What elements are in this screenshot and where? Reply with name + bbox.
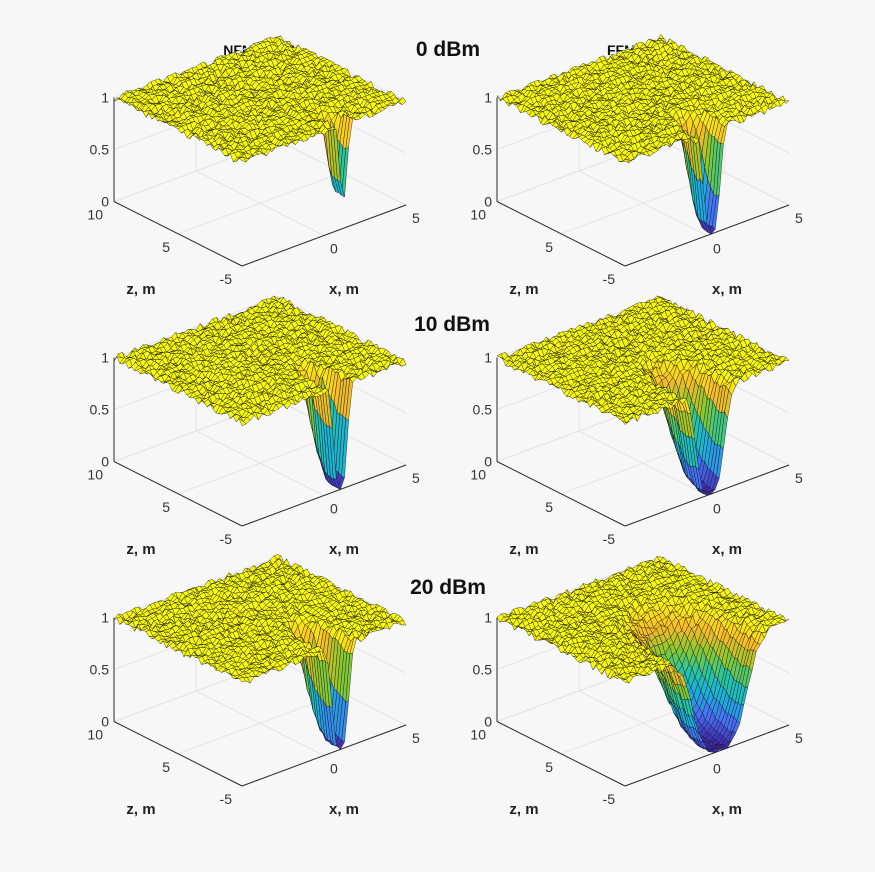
surface: [113, 295, 407, 490]
value-tick-label: 0: [484, 194, 492, 210]
x-tick-label: -5: [603, 791, 616, 807]
x-tick-label: 0: [713, 761, 721, 777]
surface: [113, 35, 407, 198]
z-tick-label: 10: [470, 467, 486, 483]
z-axis-label: z, m: [509, 801, 538, 818]
value-tick-label: 1: [101, 90, 109, 106]
x-tick-label: -5: [603, 271, 616, 287]
surface-panel-5: 0 0.5 1 5 10 -5 0 5 z, m x, m: [470, 556, 803, 818]
x-tick-label: 0: [330, 761, 338, 777]
x-tick-label: 0: [713, 241, 721, 257]
surface-panel-1: 0 0.5 1 5 10 -5 0 5 z, m x, m: [470, 34, 803, 298]
value-tick-label: 0.5: [473, 402, 493, 418]
value-tick-label: 0: [484, 454, 492, 470]
x-tick-label: 5: [795, 470, 803, 486]
floor-gridline: [177, 172, 343, 235]
x-tick-label: -5: [220, 531, 233, 547]
value-tick-label: 0: [101, 454, 109, 470]
value-tick-label: 0: [484, 714, 492, 730]
z-tick-label: 5: [545, 499, 553, 515]
row-title-1: 10 dBm: [414, 313, 490, 336]
x-axis-line: [624, 464, 790, 527]
surface: [496, 295, 790, 496]
x-axis-label: x, m: [329, 541, 359, 558]
x-tick-label: -5: [220, 271, 233, 287]
x-tick-label: -5: [603, 531, 616, 547]
value-tick-label: 1: [101, 350, 109, 366]
x-tick-label: 0: [330, 241, 338, 257]
x-axis-line: [241, 204, 407, 267]
x-tick-label: 0: [330, 501, 338, 517]
surface-panel-2: 0 0.5 1 5 10 -5 0 5 z, m x, m: [87, 295, 420, 558]
z-axis-line: [496, 461, 626, 527]
floor-gridline: [177, 432, 343, 495]
x-tick-label: -5: [220, 791, 233, 807]
x-tick-label: 5: [412, 470, 420, 486]
value-tick-label: 1: [484, 610, 492, 626]
z-tick-label: 10: [87, 207, 103, 223]
x-axis-label: x, m: [712, 801, 742, 818]
z-tick-label: 5: [545, 239, 553, 255]
x-axis-line: [241, 724, 407, 787]
z-axis-label: z, m: [126, 801, 155, 818]
x-axis-line: [624, 204, 790, 267]
x-axis-label: x, m: [712, 281, 742, 298]
x-axis-line: [624, 724, 790, 787]
value-tick-label: 1: [484, 90, 492, 106]
z-axis-line: [113, 201, 243, 267]
x-axis-label: x, m: [329, 801, 359, 818]
x-tick-label: 5: [795, 730, 803, 746]
surface: [113, 554, 407, 750]
z-axis-label: z, m: [126, 281, 155, 298]
value-tick-label: 0: [101, 194, 109, 210]
surface: [496, 34, 790, 235]
z-tick-label: 10: [470, 207, 486, 223]
value-tick-label: 0.5: [90, 662, 110, 678]
z-axis-line: [496, 721, 626, 787]
x-tick-label: 5: [412, 210, 420, 226]
value-tick-label: 0: [101, 714, 109, 730]
x-tick-label: 5: [795, 210, 803, 226]
x-axis-label: x, m: [712, 541, 742, 558]
value-tick-label: 0.5: [90, 402, 110, 418]
z-tick-label: 10: [87, 467, 103, 483]
value-tick-label: 1: [484, 350, 492, 366]
value-tick-label: 1: [101, 610, 109, 626]
z-axis-label: z, m: [509, 541, 538, 558]
row-title-0: 0 dBm: [416, 38, 480, 61]
surface-panel-4: 0 0.5 1 5 10 -5 0 5 z, m x, m: [87, 554, 420, 818]
z-axis-line: [113, 721, 243, 787]
x-axis-line: [241, 464, 407, 527]
row-title-2: 20 dBm: [410, 576, 486, 599]
z-tick-label: 10: [87, 727, 103, 743]
z-axis-label: z, m: [509, 281, 538, 298]
z-axis-label: z, m: [126, 541, 155, 558]
x-tick-label: 5: [412, 730, 420, 746]
z-tick-label: 5: [162, 759, 170, 775]
x-tick-label: 0: [713, 501, 721, 517]
x-axis-label: x, m: [329, 281, 359, 298]
surface: [496, 556, 790, 753]
z-tick-label: 5: [162, 239, 170, 255]
z-tick-label: 10: [470, 727, 486, 743]
value-tick-label: 0.5: [90, 142, 110, 158]
z-tick-label: 5: [545, 759, 553, 775]
z-tick-label: 5: [162, 499, 170, 515]
surface-panel-3: 0 0.5 1 5 10 -5 0 5 z, m x, m: [470, 295, 803, 558]
z-axis-line: [496, 201, 626, 267]
z-axis-line: [113, 461, 243, 527]
value-tick-label: 0.5: [473, 142, 493, 158]
surface-panel-0: 0 0.5 1 5 10 -5 0 5 z, m x, m: [87, 35, 420, 298]
value-tick-label: 0.5: [473, 662, 493, 678]
